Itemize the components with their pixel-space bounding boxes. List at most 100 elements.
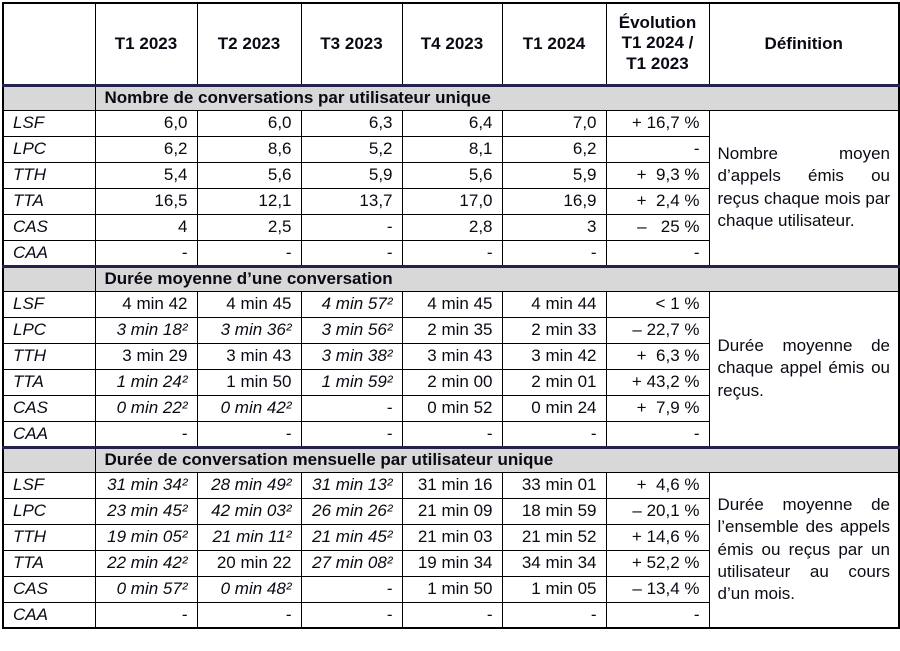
value-cell: 1 min 50 (401, 575, 503, 603)
row-label: TTH (2, 342, 96, 370)
value-cell: 26 min 26² (300, 497, 403, 525)
value-cell: 6,3 (300, 109, 403, 137)
value-cell: 27 min 08² (300, 549, 403, 577)
value-cell: 1 min 59² (300, 368, 403, 396)
value-cell: 12,1 (196, 187, 302, 215)
row-label: TTH (2, 523, 96, 551)
header-t1-2023: T1 2023 (94, 2, 198, 86)
value-cell: 21 min 11² (196, 523, 302, 551)
table-row: CAA - - - - - - (2, 239, 899, 267)
row-label: CAA (2, 420, 96, 448)
value-cell: - (94, 601, 198, 629)
header-t2-2023: T2 2023 (196, 2, 302, 86)
value-cell: - (300, 394, 403, 422)
evolution-cell: + 43,2 % (605, 368, 710, 396)
value-cell: 3 min 43 (401, 342, 503, 370)
value-cell: 16,9 (501, 187, 607, 215)
value-cell: 4 min 45 (401, 290, 503, 318)
row-label: LSF (2, 471, 96, 499)
value-cell: - (196, 420, 302, 448)
value-cell: 23 min 45² (94, 497, 198, 525)
value-cell: 17,0 (401, 187, 503, 215)
row-label: LPC (2, 316, 96, 344)
section-band-1: Durée moyenne d’une conversation (2, 264, 900, 292)
value-cell: - (94, 420, 198, 448)
value-cell: 0 min 57² (94, 575, 198, 603)
value-cell: 1 min 05 (501, 575, 607, 603)
row-label: TTH (2, 161, 96, 189)
value-cell: - (401, 601, 503, 629)
value-cell: 3 min 38² (300, 342, 403, 370)
header-t3-2023: T3 2023 (300, 2, 403, 86)
section-title: Durée de conversation mensuelle par util… (94, 445, 900, 473)
value-cell: 6,0 (196, 109, 302, 137)
table-row: TTA 22 min 42² 20 min 22 27 min 08² 19 min 3… (2, 549, 899, 577)
table-row: CAA - - - - - - (2, 601, 899, 629)
value-cell: 13,7 (300, 187, 403, 215)
value-cell: 21 min 09 (401, 497, 503, 525)
value-cell: - (501, 601, 607, 629)
value-cell: 6,4 (401, 109, 503, 137)
value-cell: 3 min 29 (94, 342, 198, 370)
table-row: LSF 4 min 42 4 min 45 4 min 57² 4 min 45 4 mi… (2, 290, 900, 448)
evolution-cell: + 6,3 % (605, 342, 710, 370)
evolution-cell: + 2,4 % (605, 187, 710, 215)
value-cell: 2 min 01 (501, 368, 607, 396)
value-cell: 3 min 42 (501, 342, 607, 370)
evolution-cell: – 25 % (605, 213, 710, 241)
value-cell: 42 min 03² (196, 497, 302, 525)
value-cell: 4 min 57² (300, 290, 403, 318)
value-cell: 2,8 (401, 213, 503, 241)
section-band-2: Durée de conversation mensuelle par util… (2, 445, 900, 473)
value-cell: 1 min 24² (94, 368, 198, 396)
value-cell: 6,2 (501, 135, 607, 163)
value-cell: 3 min 43 (196, 342, 302, 370)
value-cell: - (401, 420, 503, 448)
value-cell: 3 (501, 213, 607, 241)
value-cell: 21 min 52 (501, 523, 607, 551)
value-cell: 0 min 22² (94, 394, 198, 422)
evolution-cell: – 13,4 % (605, 575, 710, 603)
value-cell: 2 min 33 (501, 316, 607, 344)
value-cell: 4 (94, 213, 198, 241)
header-definition: Définition (708, 2, 900, 86)
table-row: TTA 1 min 24² 1 min 50 1 min 59² 2 min 00 2 m… (2, 368, 899, 396)
value-cell: - (300, 575, 403, 603)
value-cell: - (94, 239, 198, 267)
value-cell: 18 min 59 (501, 497, 607, 525)
value-cell: 5,2 (300, 135, 403, 163)
row-label: CAS (2, 213, 96, 241)
value-cell: 31 min 34² (94, 471, 198, 499)
table-row: LSF 6,0 6,0 6,3 6,4 7,0 + 16,7 % Nombre moyen d… (2, 109, 900, 267)
value-cell: 16,5 (94, 187, 198, 215)
value-cell: 5,6 (401, 161, 503, 189)
header-t4-2023: T4 2023 (401, 2, 503, 86)
row-label: LPC (2, 135, 96, 163)
header-corner (2, 2, 96, 86)
evolution-cell: - (605, 239, 710, 267)
evolution-cell: + 4,6 % (605, 471, 710, 499)
table-row: TTH 5,4 5,6 5,9 5,6 5,9 + 9,3 % (2, 161, 899, 189)
value-cell: - (300, 239, 403, 267)
value-cell: 8,1 (401, 135, 503, 163)
table-body: Nombre de conversations par utilisateur … (2, 83, 900, 629)
value-cell: 0 min 48² (196, 575, 302, 603)
header-evolution: Évolution T1 2024 / T1 2023 (605, 2, 710, 86)
row-label: CAS (2, 575, 96, 603)
evolution-cell: – 22,7 % (605, 316, 710, 344)
value-cell: 34 min 34 (501, 549, 607, 577)
value-cell: 2 min 35 (401, 316, 503, 344)
evolution-cell: + 14,6 % (605, 523, 710, 551)
evolution-cell: - (605, 601, 710, 629)
section-band-0: Nombre de conversations par utilisateur … (2, 83, 900, 111)
definition-cell: Nombre moyen d’appels émis ou reçus chaq… (708, 109, 900, 267)
value-cell: 2 min 00 (401, 368, 503, 396)
value-cell: 0 min 52 (401, 394, 503, 422)
section-title: Durée moyenne d’une conversation (94, 264, 900, 292)
row-label: TTA (2, 187, 96, 215)
value-cell: 19 min 34 (401, 549, 503, 577)
value-cell: 7,0 (501, 109, 607, 137)
value-cell: 22 min 42² (94, 549, 198, 577)
value-cell: 3 min 18² (94, 316, 198, 344)
